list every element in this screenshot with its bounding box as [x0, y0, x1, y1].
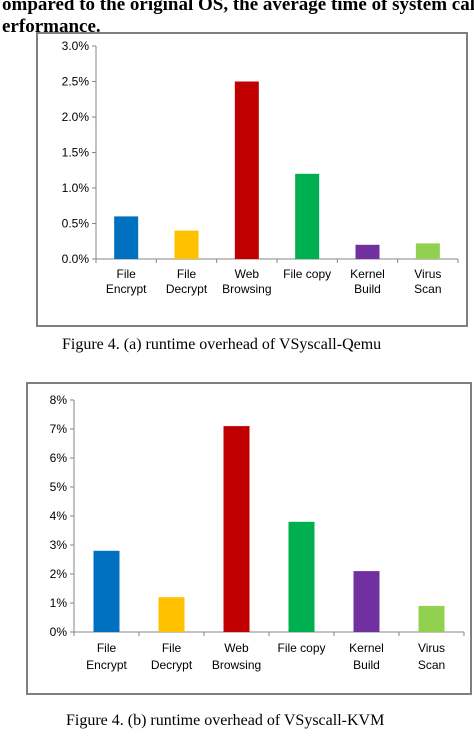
- y-tick-label: 7%: [50, 422, 68, 436]
- y-tick-label: 2.0%: [62, 110, 90, 124]
- x-tick-label: Virus: [418, 641, 445, 655]
- x-tick-label: File copy: [283, 267, 331, 281]
- bar: [353, 571, 380, 632]
- x-tick-label: File: [97, 641, 117, 655]
- bar: [418, 605, 445, 632]
- body-text-line-1: ompared to the original OS, the average …: [2, 0, 474, 15]
- y-tick-label: 2.5%: [62, 75, 90, 89]
- y-tick-label: 8%: [50, 393, 68, 407]
- y-tick-label: 0%: [50, 625, 68, 639]
- x-tick-label: Scan: [414, 282, 441, 296]
- x-tick-label: File: [116, 267, 136, 281]
- y-tick-label: 5%: [50, 480, 68, 494]
- chart-kvm-svg: 0% 1% 2% 3% 4% 5% 6% 7% 8% File Encrypt File Decrypt…: [50, 393, 465, 672]
- x-tick-label: File copy: [277, 641, 325, 655]
- caption-qemu: Figure 4. (a) runtime overhead of VSysca…: [62, 336, 382, 353]
- body-text-fragment: ompared to the original OS, the average …: [2, 0, 474, 38]
- x-tick-label: Build: [354, 282, 381, 296]
- chart-kvm: 0% 1% 2% 3% 4% 5% 6% 7% 8% File Encrypt File Decrypt…: [26, 382, 472, 695]
- x-tick-label: Virus: [414, 267, 441, 281]
- x-tick-label: Browsing: [212, 658, 261, 672]
- y-tick-label: 6%: [50, 451, 68, 465]
- x-tick-label: Encrypt: [86, 658, 127, 672]
- x-tick-label: Browsing: [222, 282, 271, 296]
- x-tick-label: Build: [353, 658, 380, 672]
- body-text-line-2: erformance.: [2, 16, 101, 37]
- bar: [114, 216, 139, 259]
- y-tick-label: 0.0%: [62, 252, 90, 266]
- y-tick-label: 1.0%: [62, 181, 90, 195]
- x-tick-label: Decrypt: [151, 658, 193, 672]
- y-tick-label: 1%: [50, 596, 68, 610]
- y-tick-label: 3.0%: [62, 39, 90, 53]
- bar: [223, 426, 250, 632]
- chart-qemu-svg: 0.0%0.5%1.0%1.5%2.0%2.5%3.0%FileEncryptF…: [62, 39, 459, 296]
- x-tick-label: Decrypt: [166, 282, 208, 296]
- bar: [158, 597, 185, 632]
- bar: [355, 244, 380, 259]
- x-tick-label: Encrypt: [106, 282, 147, 296]
- y-tick-label: 3%: [50, 538, 68, 552]
- bar: [295, 173, 320, 259]
- x-tick-label: Web: [224, 641, 249, 655]
- y-tick-label: 4%: [50, 509, 68, 523]
- bar: [234, 81, 259, 259]
- x-tick-label: File: [162, 641, 182, 655]
- y-tick-label: 1.5%: [62, 146, 90, 160]
- x-tick-label: Kernel: [350, 267, 385, 281]
- bar: [288, 521, 315, 632]
- x-tick-label: File: [177, 267, 197, 281]
- chart-qemu: 0.0% 0.5% 1.0% 1.5% 2.0% 2.5% 3.0% File Encrypt F…: [36, 32, 468, 327]
- bar: [174, 230, 199, 259]
- caption-kvm: Figure 4. (b) runtime overhead of VSysca…: [66, 712, 385, 729]
- x-tick-label: Scan: [418, 658, 445, 672]
- x-tick-label: Kernel: [349, 641, 384, 655]
- y-tick-label: 0.5%: [62, 217, 90, 231]
- x-tick-label: Web: [235, 267, 260, 281]
- bar: [93, 550, 120, 632]
- bar: [415, 243, 440, 259]
- y-tick-label: 2%: [50, 567, 68, 581]
